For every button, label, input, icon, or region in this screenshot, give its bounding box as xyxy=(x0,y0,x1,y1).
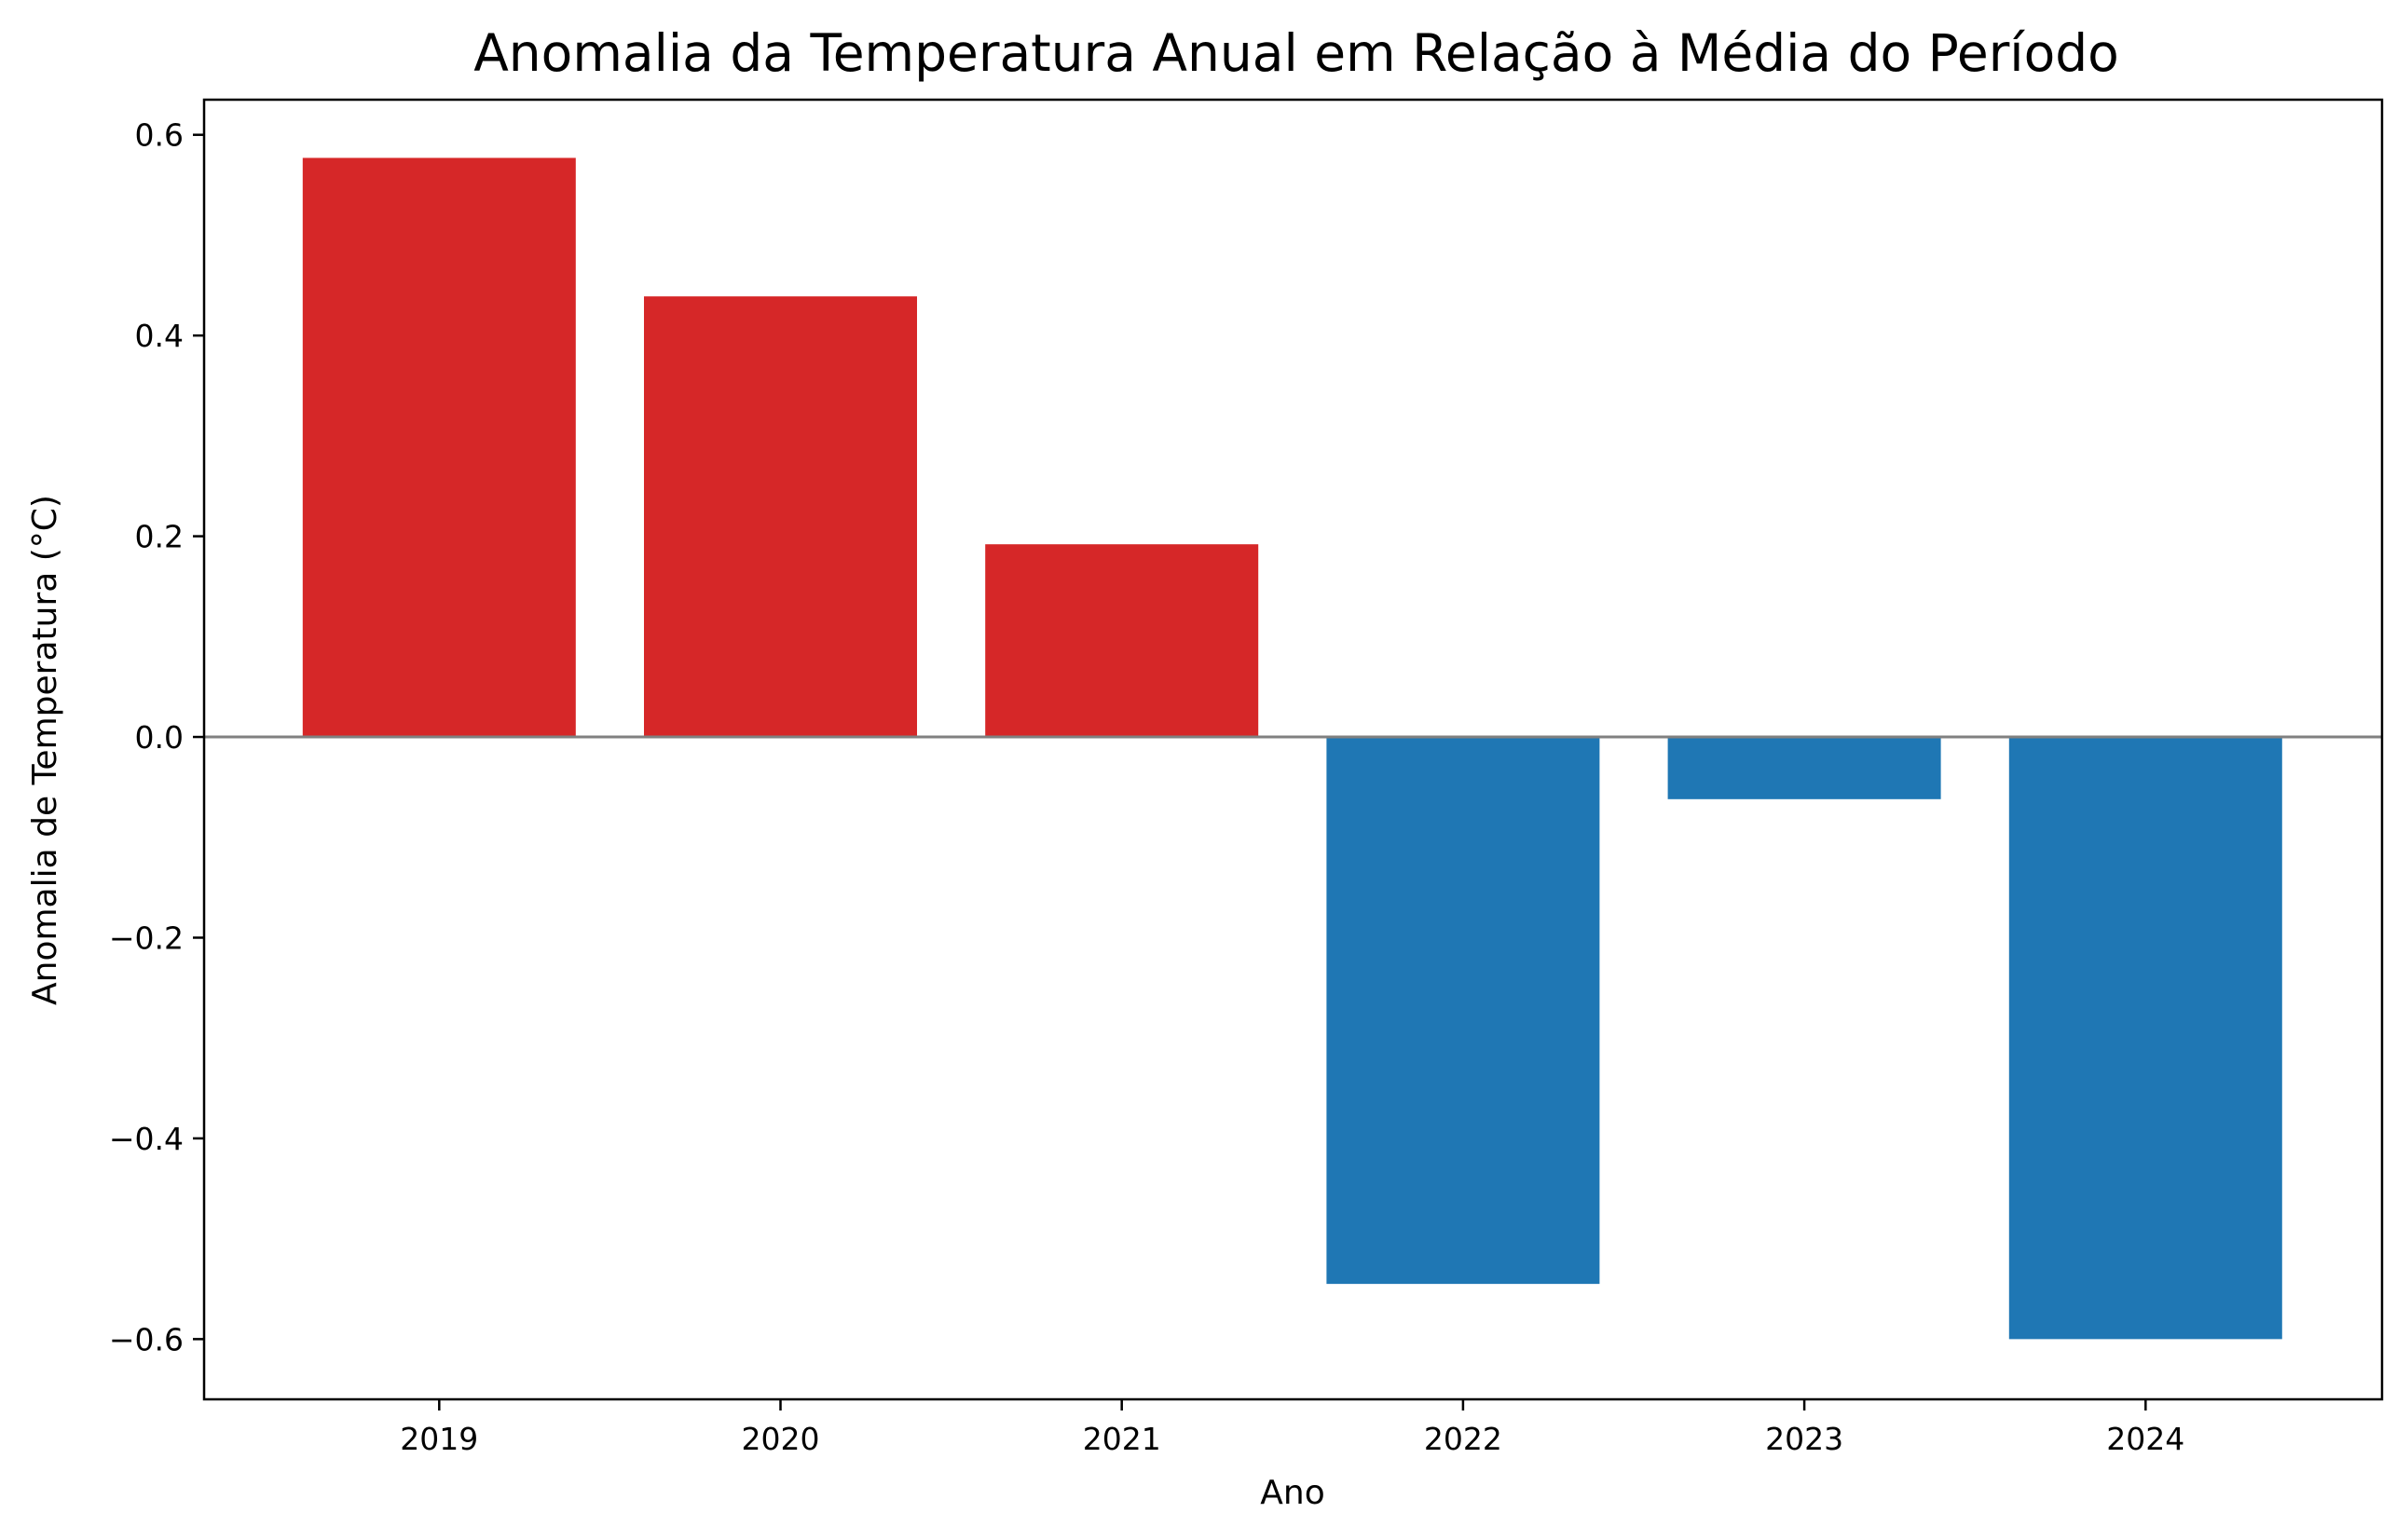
x-tick-label: 2024 xyxy=(2106,1421,2184,1457)
y-tick-label: −0.6 xyxy=(109,1321,184,1357)
axes-frame xyxy=(202,98,2384,1401)
x-tick-label: 2020 xyxy=(742,1421,820,1457)
bar-2021 xyxy=(985,544,1259,738)
y-axis-label: Anomalia de Temperatura (°C) xyxy=(26,495,64,1005)
chart-title: Anomalia da Temperatura Anual em Relação… xyxy=(473,23,2119,83)
y-tick-label: 0.0 xyxy=(135,719,184,756)
bar-2022 xyxy=(1326,737,1600,1285)
y-tick-label: 0.6 xyxy=(135,117,184,154)
y-tick-label: 0.4 xyxy=(135,318,184,354)
y-tick-label: −0.4 xyxy=(109,1121,184,1157)
plot-area: 0.6 0.4 0.2 0.0 −0.2 −0.4 −0.6 2019 2020 2021 2022… xyxy=(109,98,2384,1457)
x-tick-label: 2021 xyxy=(1083,1421,1161,1457)
bar-2023 xyxy=(1667,737,1941,799)
bar-2020 xyxy=(644,296,917,738)
y-tick-label: 0.2 xyxy=(135,519,184,555)
x-axis-label: Ano xyxy=(1260,1474,1324,1512)
x-tick-label: 2019 xyxy=(400,1421,478,1457)
bar-2024 xyxy=(2008,737,2282,1340)
x-tick-label: 2023 xyxy=(1765,1421,1843,1457)
y-tick-label: −0.2 xyxy=(109,920,184,956)
x-tick-label: 2022 xyxy=(1424,1421,1502,1457)
bar-2019 xyxy=(302,157,576,738)
